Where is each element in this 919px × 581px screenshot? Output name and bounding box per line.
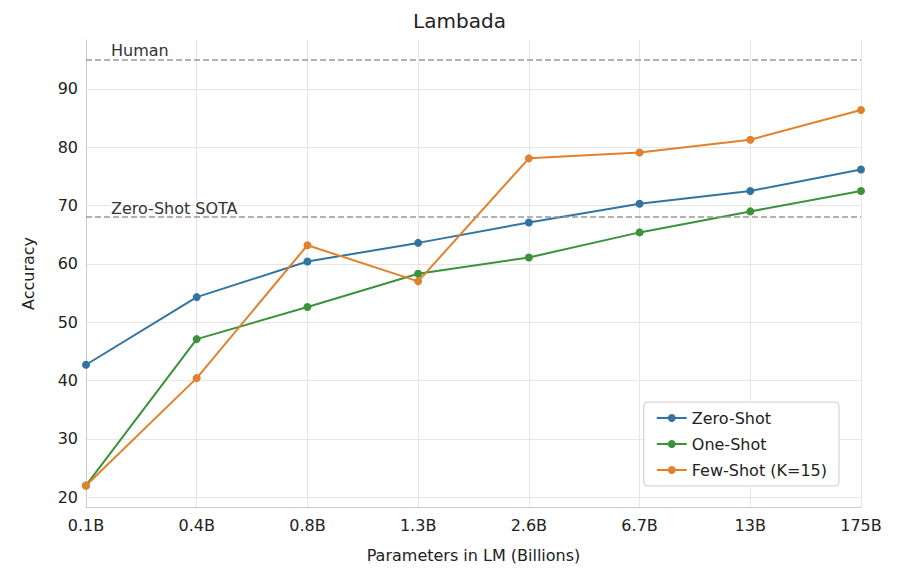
svg-text:0.8B: 0.8B — [289, 516, 325, 535]
svg-text:6.7B: 6.7B — [621, 516, 657, 535]
svg-text:90: 90 — [58, 79, 78, 98]
svg-text:0.1B: 0.1B — [68, 516, 104, 535]
svg-text:50: 50 — [58, 313, 78, 332]
svg-text:Zero-Shot: Zero-Shot — [692, 409, 771, 428]
svg-text:Parameters in LM (Billions): Parameters in LM (Billions) — [367, 546, 581, 565]
svg-text:13B: 13B — [735, 516, 766, 535]
svg-text:Zero-Shot SOTA: Zero-Shot SOTA — [111, 199, 238, 218]
svg-text:80: 80 — [58, 138, 78, 157]
svg-text:0.4B: 0.4B — [179, 516, 215, 535]
svg-text:2.6B: 2.6B — [511, 516, 547, 535]
svg-text:70: 70 — [58, 196, 78, 215]
svg-text:Few-Shot (K=15): Few-Shot (K=15) — [692, 461, 827, 480]
svg-text:60: 60 — [58, 254, 78, 273]
svg-text:40: 40 — [58, 371, 78, 390]
svg-text:20: 20 — [58, 488, 78, 507]
svg-text:30: 30 — [58, 429, 78, 448]
svg-text:Lambada: Lambada — [413, 9, 506, 33]
svg-text:One-Shot: One-Shot — [692, 435, 767, 454]
svg-text:Accuracy: Accuracy — [19, 237, 38, 310]
svg-text:175B: 175B — [840, 516, 882, 535]
svg-text:1.3B: 1.3B — [400, 516, 436, 535]
svg-text:Human: Human — [111, 41, 169, 60]
